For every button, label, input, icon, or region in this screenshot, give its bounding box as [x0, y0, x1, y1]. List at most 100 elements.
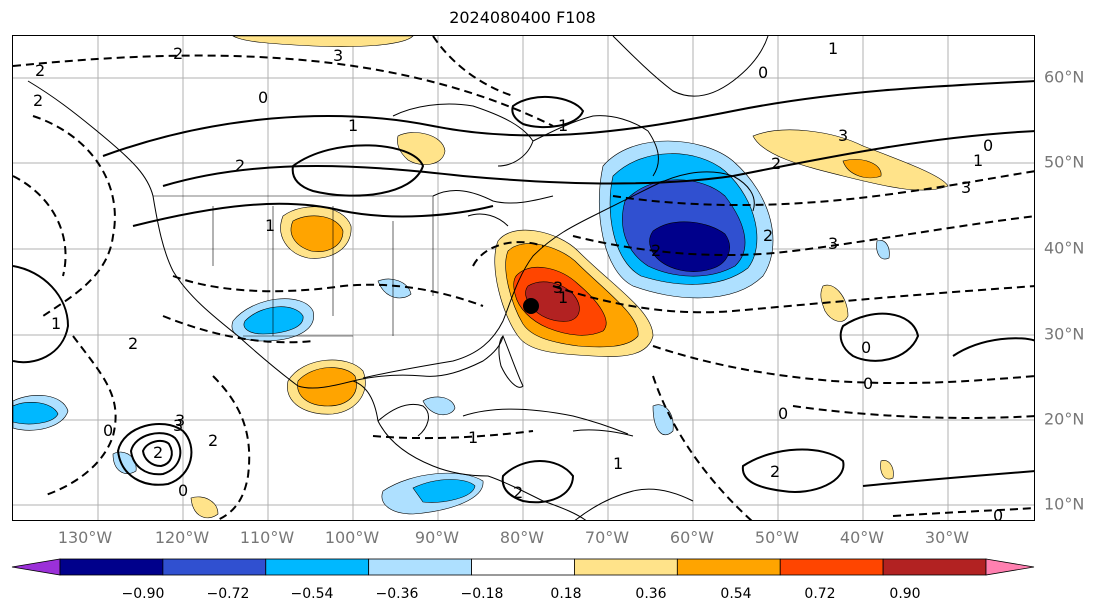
- map-canvas: [13, 36, 1034, 520]
- contour-label: 3: [828, 234, 839, 253]
- colorbar-segment: [779, 558, 884, 576]
- colorbar-tick-label: 0.36: [635, 586, 667, 602]
- colorbar: [11, 558, 1035, 576]
- longitude-label: 60°W: [669, 528, 715, 547]
- colorbar-tick-label: −0.90: [121, 586, 165, 602]
- colorbar-tick-label: 0.90: [889, 586, 921, 602]
- colorbar-tick-label: −0.18: [460, 586, 504, 602]
- contour-label: 0: [258, 88, 269, 107]
- contour-label: 3: [838, 126, 849, 145]
- contour-label: 3: [333, 46, 344, 65]
- coastline-florida: [498, 335, 524, 388]
- contour-label: 1: [51, 314, 62, 333]
- negative-anomaly-mexico-core: [243, 306, 304, 335]
- latitude-label: 40°N: [1044, 238, 1085, 258]
- longitude-label: 50°W: [754, 528, 800, 547]
- solid-contours: [13, 80, 1034, 504]
- colorbar-tick-label: −0.36: [375, 586, 419, 602]
- negative-anomaly-pacific-core: [13, 401, 59, 425]
- country-borders: [153, 195, 434, 337]
- coastline-gulf: [352, 335, 504, 382]
- contour-label: 0: [993, 506, 1004, 521]
- longitude-label: 100°W: [324, 528, 380, 547]
- latitude-label: 60°N: [1044, 67, 1085, 87]
- positive-anomaly-small1: [190, 496, 219, 519]
- colorbar-segment: [162, 558, 267, 576]
- longitude-label: 70°W: [584, 528, 630, 547]
- dashed-contours: [13, 36, 1034, 520]
- colorbar-extend-min: [11, 558, 61, 576]
- colorbar-segment: [574, 558, 678, 576]
- contour-label: 1: [973, 151, 984, 170]
- positive-anomaly-small2: [880, 460, 894, 480]
- coastline-us-east: [362, 171, 755, 379]
- contour-label: 2: [513, 483, 524, 502]
- positive-anomaly-mid1: [820, 284, 849, 322]
- contour-label: 1: [558, 116, 569, 135]
- storm-center-marker: [523, 298, 539, 314]
- colorbar-segment: [59, 558, 164, 576]
- contour-label: 2: [153, 443, 164, 462]
- negative-anomaly-small5: [377, 278, 412, 299]
- contour-label: 3: [173, 416, 184, 435]
- longitude-label: 40°W: [839, 528, 885, 547]
- colorbar-tick-label: 0.54: [720, 586, 752, 602]
- longitude-label: 80°W: [499, 528, 545, 547]
- contour-label: 2: [33, 91, 44, 110]
- colorbar-segment: [368, 558, 472, 576]
- contour-label: 0: [178, 481, 189, 500]
- latitude-label: 10°N: [1044, 494, 1085, 514]
- contour-label: 0: [758, 63, 769, 82]
- contour-label: 0: [863, 374, 874, 393]
- positive-anomaly-arctic: [232, 36, 414, 47]
- contour-label: 2: [173, 44, 184, 63]
- contour-label: 3: [553, 278, 564, 297]
- positive-anomaly-northatlantic-core: [842, 159, 882, 179]
- colorbar-tick-label: 0.72: [804, 586, 836, 602]
- colorbar-segment: [882, 558, 987, 576]
- coastline-yucatan: [377, 403, 429, 437]
- colorbar-tick-label: −0.72: [206, 586, 250, 602]
- colorbar-tick-label: −0.54: [290, 586, 334, 602]
- coastline-south-america: [574, 488, 694, 520]
- anomaly-fill: [13, 36, 949, 519]
- contour-label: 1: [613, 454, 624, 473]
- contour-label: 1: [348, 116, 359, 135]
- contour-label: 1: [265, 216, 276, 235]
- contour-label: 2: [770, 462, 781, 481]
- contour-label: 2: [651, 241, 662, 260]
- contour-label: 1: [468, 428, 479, 447]
- latitude-label: 20°N: [1044, 409, 1085, 429]
- longitude-label: 130°W: [57, 528, 113, 547]
- map-panel: 2 3 2 0 1 3 1 1 2 0 3 2 1 0 1 2 3 2 1 2 …: [12, 35, 1035, 521]
- contour-label: 2: [208, 431, 219, 450]
- colorbar-segment: [265, 558, 370, 576]
- contour-label: 0: [861, 338, 872, 357]
- negative-anomaly-small7: [876, 239, 890, 260]
- coastline-great-lakes: [432, 190, 554, 227]
- latitude-label: 50°N: [1044, 152, 1085, 172]
- longitude-label: 120°W: [154, 528, 210, 547]
- negative-anomaly-small3: [422, 396, 456, 415]
- colorbar-segment: [471, 558, 575, 576]
- contour-label: 3: [961, 178, 972, 197]
- contour-label: 2: [763, 226, 774, 245]
- negative-anomaly-small4: [652, 404, 674, 436]
- contour-label: 0: [103, 421, 114, 440]
- coastline-north-america: [27, 80, 587, 520]
- longitude-label: 30°W: [924, 528, 970, 547]
- coastline-hudson: [392, 103, 534, 167]
- contour-label: 2: [771, 154, 782, 173]
- positive-anomaly-hudson: [397, 132, 446, 165]
- contour-label: 2: [128, 334, 139, 353]
- contour-label: 3: [175, 411, 186, 430]
- coastline-greenland: [612, 36, 769, 97]
- longitude-label: 110°W: [239, 528, 295, 547]
- coastline-cuba: [462, 408, 629, 435]
- longitude-label: 90°W: [414, 528, 460, 547]
- coastlines: [27, 36, 769, 520]
- contour-label: 1: [558, 288, 569, 307]
- contour-label: 0: [983, 136, 994, 155]
- latitude-label: 30°N: [1044, 324, 1085, 344]
- colorbar-segment: [676, 558, 781, 576]
